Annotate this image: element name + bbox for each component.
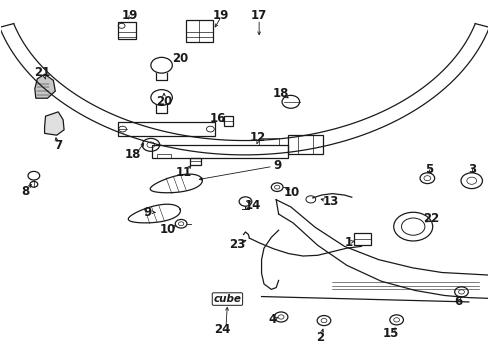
Text: 19: 19 [122,9,138,22]
Text: 22: 22 [422,212,438,225]
Polygon shape [44,112,64,135]
Text: 23: 23 [228,238,245,251]
Text: 16: 16 [209,112,225,125]
Text: 2: 2 [316,330,324,343]
Text: 20: 20 [172,51,188,64]
Text: 6: 6 [453,296,461,309]
Text: 10: 10 [159,223,175,236]
Text: 5: 5 [424,163,432,176]
Text: cube: cube [213,294,241,304]
Text: 17: 17 [250,9,267,22]
Polygon shape [35,74,55,98]
Text: 24: 24 [214,323,230,336]
Text: 11: 11 [175,166,191,179]
Text: 20: 20 [156,95,172,108]
Text: 18: 18 [125,148,141,161]
Text: 9: 9 [143,207,152,220]
Text: 21: 21 [34,66,50,79]
Text: 1: 1 [344,236,352,249]
Text: 12: 12 [249,131,266,144]
Text: 9: 9 [273,159,281,172]
Text: 13: 13 [322,195,338,208]
Text: 8: 8 [21,185,29,198]
Text: 4: 4 [268,313,276,327]
Text: 18: 18 [272,87,289,100]
Text: 3: 3 [467,163,475,176]
Text: 19: 19 [212,9,229,22]
Text: 7: 7 [54,139,62,152]
Text: 15: 15 [382,327,398,340]
Text: 10: 10 [284,186,300,199]
Text: 14: 14 [244,199,261,212]
